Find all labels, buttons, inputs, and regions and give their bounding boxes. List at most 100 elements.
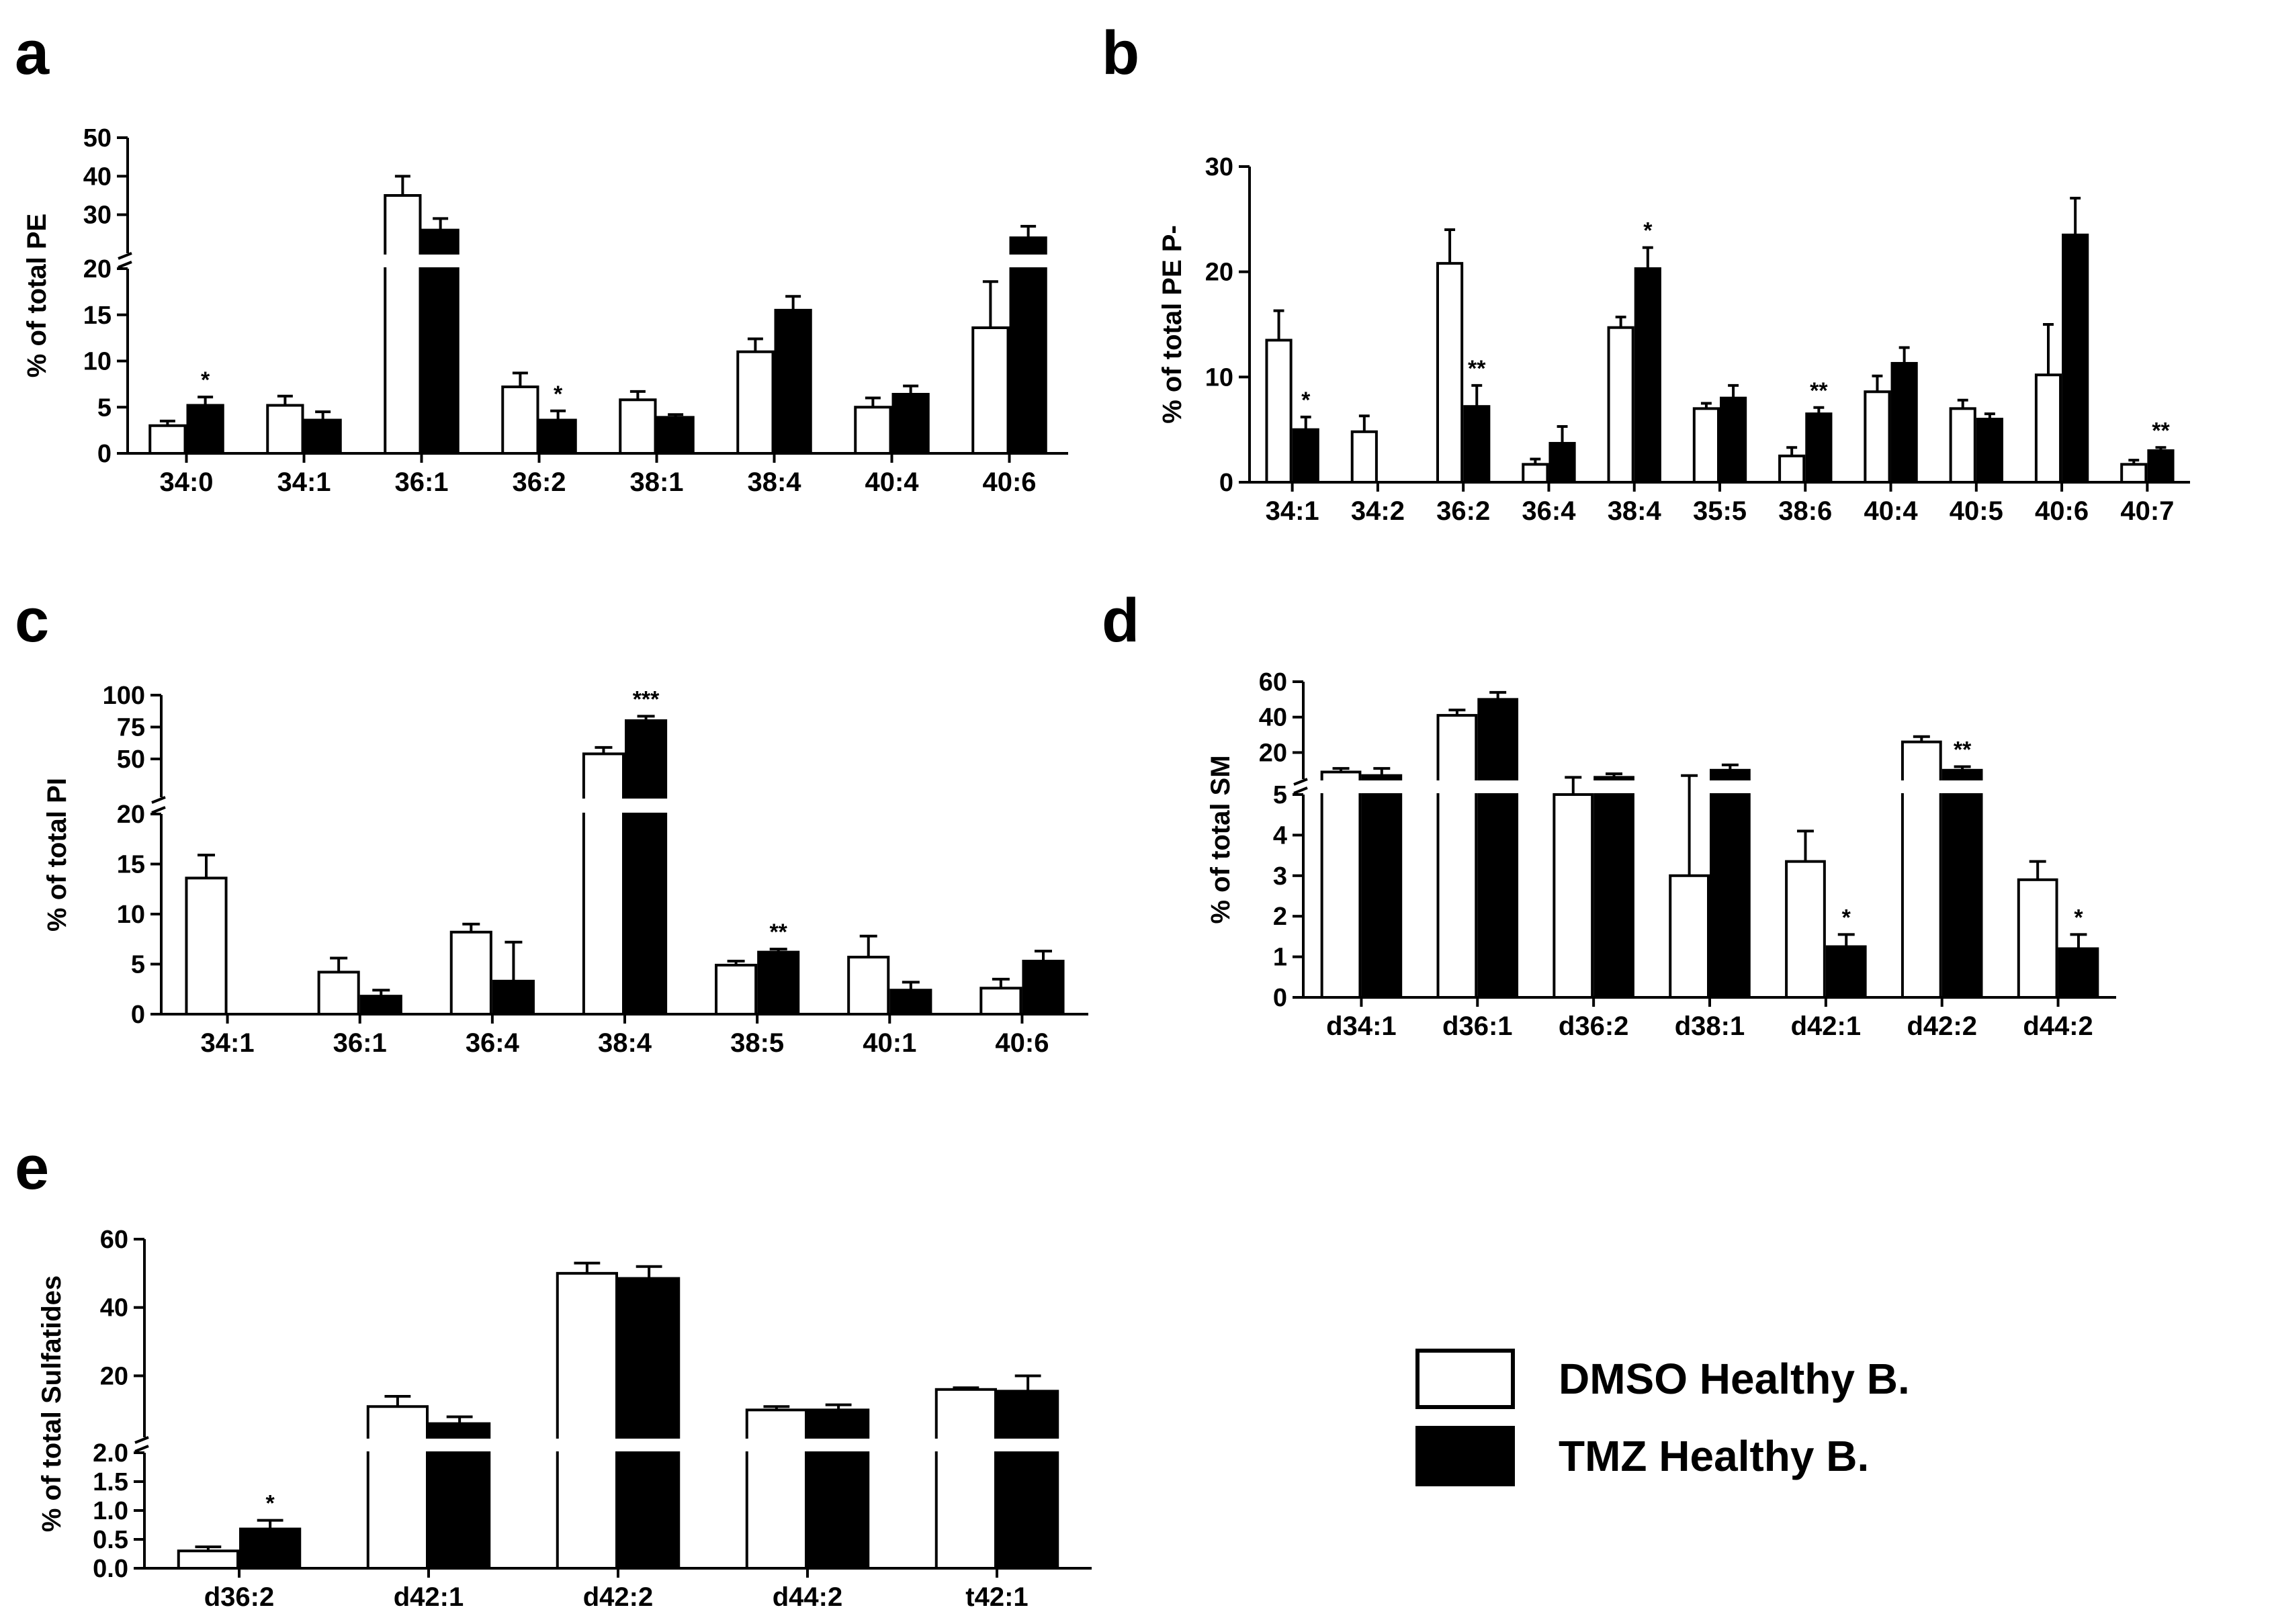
panel-c: c 0 5 10 15 20 50 75 100 % of total PI 34:1 36:1 36:…	[15, 586, 1088, 1058]
x-tick-label: 38:1	[629, 467, 683, 497]
bar	[736, 350, 775, 455]
significance-marker: *	[554, 381, 563, 407]
bar	[148, 424, 187, 455]
x-tick-label: 36:2	[512, 467, 566, 497]
y-tick-label: 15	[83, 302, 112, 330]
bar	[1436, 262, 1464, 484]
y-tick-label: 5	[1273, 781, 1287, 809]
bar	[757, 950, 800, 1016]
bar	[1805, 412, 1833, 484]
x-tick-label: 40:1	[863, 1028, 916, 1058]
significance-marker: **	[1468, 356, 1486, 381]
x-tick-label: 36:2	[1436, 496, 1490, 526]
bar	[1890, 361, 1918, 484]
y-tick-label: 10	[1205, 363, 1233, 392]
axis-break-mark	[118, 252, 132, 260]
bar	[934, 1388, 998, 1570]
bar-break-gap	[383, 255, 423, 267]
y-tick-label: 0	[1273, 984, 1287, 1012]
y-tick-label: 40	[83, 163, 112, 191]
x-tick-label: 34:1	[1266, 496, 1319, 526]
y-axis-label: % of total PE P-	[1157, 225, 1187, 424]
bar-break-gap	[1477, 780, 1520, 793]
y-tick-label: 2	[1273, 903, 1287, 931]
axis-break-mark	[118, 261, 132, 269]
bar	[185, 876, 228, 1016]
bar	[1477, 698, 1519, 999]
x-tick-label: 34:1	[201, 1028, 255, 1058]
bar	[618, 1277, 681, 1570]
bar	[979, 987, 1022, 1016]
bar	[1593, 776, 1634, 999]
x-tick-label: 40:6	[2035, 496, 2089, 526]
y-tick-label: 20	[1205, 259, 1233, 287]
significance-marker: *	[266, 1491, 275, 1517]
panel-d: d 0 1 2 3 4 5 20 40 60 % of total SM d34:1 d36:1 d36:…	[1102, 586, 2116, 1041]
panel-letter: c	[15, 586, 49, 655]
x-tick-label: 34:2	[1351, 496, 1405, 526]
x-tick-label: 38:4	[747, 467, 801, 497]
y-tick-label: 50	[117, 746, 145, 774]
y-tick-label: 0	[131, 1001, 145, 1029]
bar	[1361, 774, 1403, 999]
x-tick-label: 40:6	[982, 467, 1036, 497]
legend-label: TMZ Healthy B.	[1559, 1432, 1869, 1480]
bar	[1436, 714, 1478, 999]
bar	[449, 930, 492, 1016]
bar	[366, 1405, 429, 1570]
bar	[774, 308, 812, 455]
x-tick-label: 40:5	[1950, 496, 2003, 526]
bar	[1320, 770, 1362, 999]
bar-break-gap	[624, 799, 668, 813]
y-tick-label: 2.0	[93, 1439, 128, 1468]
bar	[1949, 407, 1976, 484]
y-tick-label: 60	[100, 1226, 128, 1254]
x-tick-label: 34:1	[277, 467, 331, 497]
legend-swatch	[1415, 1426, 1515, 1486]
bar	[2120, 463, 2148, 484]
bar	[384, 194, 422, 455]
bar	[2058, 947, 2099, 999]
bar	[2147, 449, 2175, 484]
bar	[2017, 878, 2058, 999]
bar	[1669, 874, 1710, 999]
bar	[186, 404, 224, 455]
significance-marker: *	[2074, 905, 2083, 930]
bar-break-gap	[1900, 780, 1943, 793]
y-tick-label: 0	[1219, 469, 1233, 497]
bar-break-gap	[807, 1439, 871, 1451]
significance-marker: *	[1842, 905, 1851, 930]
bar	[656, 416, 695, 455]
x-tick-label: d34:1	[1326, 1011, 1397, 1041]
bar	[715, 963, 758, 1016]
bar	[1265, 339, 1293, 484]
bar	[1634, 267, 1661, 484]
significance-marker: *	[1301, 388, 1311, 413]
bar	[745, 1408, 808, 1570]
panel-letter: a	[15, 19, 50, 87]
bar	[1292, 428, 1319, 484]
panel-letter: d	[1102, 586, 1139, 655]
bar-break-gap	[1709, 780, 1751, 793]
bar	[492, 979, 535, 1016]
y-tick-label: 20	[117, 801, 145, 829]
bar	[1720, 396, 1747, 484]
bar	[1553, 793, 1594, 999]
panel-e: e 0.00.51.01.52.0 20 40 60 % of total Sulfati…	[15, 1134, 1092, 1612]
y-tick-label: 30	[1205, 153, 1233, 181]
x-tick-label: 34:0	[159, 467, 213, 497]
y-axis-label: % of total PI	[42, 778, 72, 932]
bar-break-gap	[617, 1439, 681, 1451]
x-tick-label: d36:2	[204, 1582, 275, 1612]
y-tick-label: 1	[1273, 944, 1287, 972]
y-axis: 0 5 10 15 20 50 75 100	[103, 682, 166, 1029]
bar-break-gap	[934, 1439, 998, 1451]
bars	[1319, 690, 2099, 999]
axis-break-mark	[134, 1445, 149, 1453]
significance-marker: **	[1810, 378, 1828, 404]
y-axis-label: % of total PE	[22, 214, 52, 377]
bar-break-gap	[1436, 780, 1479, 793]
bar	[1710, 768, 1751, 999]
y-tick-label: 3	[1273, 862, 1287, 891]
bar	[317, 971, 360, 1016]
